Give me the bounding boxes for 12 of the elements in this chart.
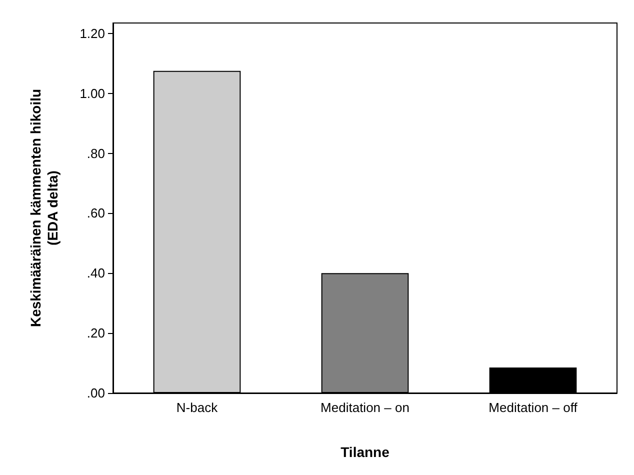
x-tick-label: Meditation – on [320,400,410,415]
y-tick-label: .60 [86,206,105,221]
y-tick-label: .20 [86,326,105,341]
y-tick-label: .00 [86,386,105,400]
y-axis-title: Keskimääräinen kämmenten hikoilu (EDA delta) [28,88,60,328]
y-tick-label: .40 [86,266,105,281]
y-tick-label: 1.20 [80,26,105,41]
y-tick-label: .80 [86,146,105,161]
y-tick-label: 1.00 [80,86,105,101]
x-tick-label: N-back [176,400,218,415]
x-axis-title: Tilanne [340,444,390,460]
x-tick-label: Meditation – off [488,400,578,415]
